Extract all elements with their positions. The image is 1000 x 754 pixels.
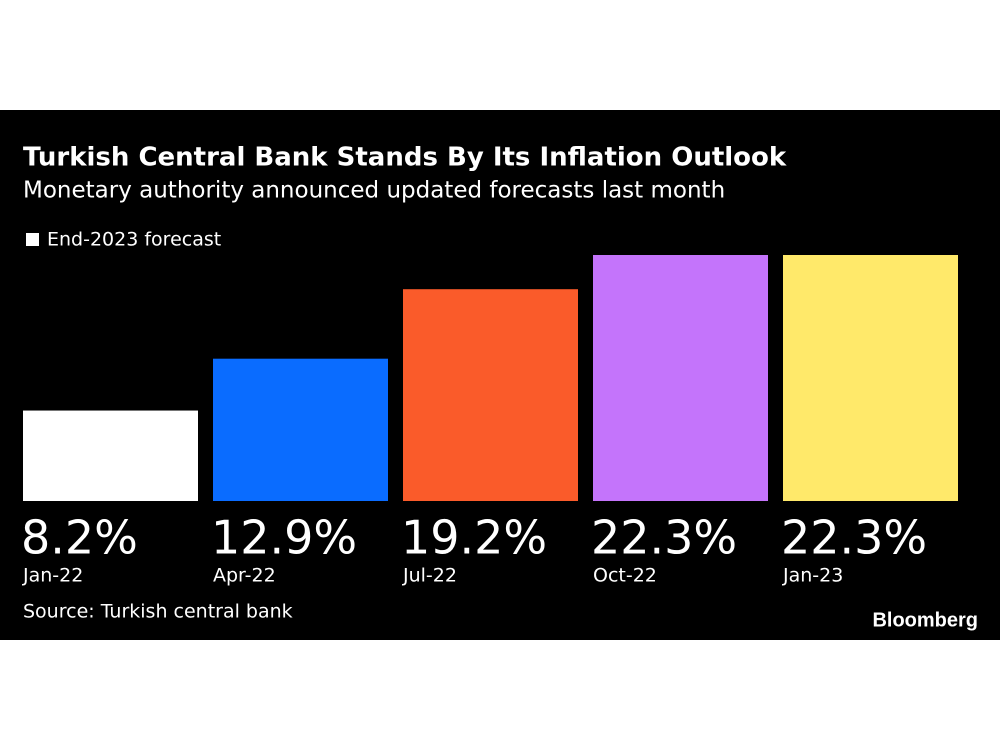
legend-swatch (26, 233, 39, 246)
bar (783, 255, 958, 501)
source: Source: Turkish central bank (23, 601, 293, 623)
legend-label: End-2023 forecast (47, 229, 221, 251)
value-label: 22.3% (781, 511, 927, 565)
chart-title: Turkish Central Bank Stands By Its Infla… (23, 143, 787, 173)
x-tick-label: Jul-22 (402, 565, 457, 587)
value-label: 8.2% (21, 511, 138, 565)
x-tick-label: Jan-22 (22, 565, 83, 587)
logo: Bloomberg (872, 609, 978, 631)
x-tick-label: Apr-22 (213, 565, 276, 587)
value-label: 19.2% (401, 511, 547, 565)
bar (23, 410, 198, 501)
bar (593, 255, 768, 501)
bar (403, 289, 578, 501)
x-tick-label: Oct-22 (593, 565, 657, 587)
chart-subtitle: Monetary authority announced updated for… (23, 178, 725, 204)
value-label: 12.9% (211, 511, 357, 565)
value-label: 22.3% (591, 511, 737, 565)
x-tick-label: Jan-23 (782, 565, 843, 587)
bar (213, 358, 388, 501)
